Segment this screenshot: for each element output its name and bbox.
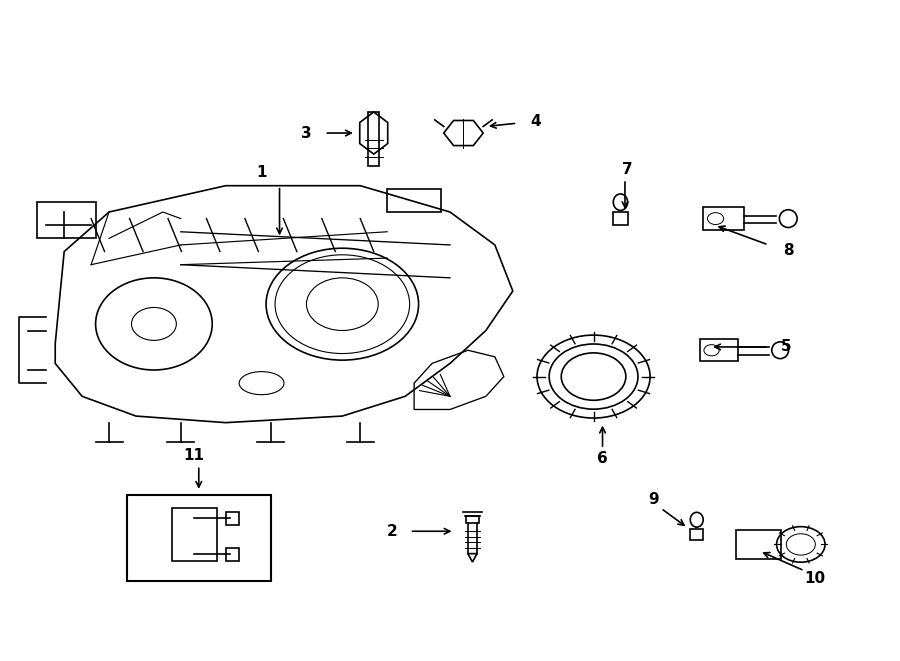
Text: 6: 6: [598, 451, 608, 467]
Bar: [466, 516, 479, 524]
Bar: [37, 202, 95, 239]
Text: 4: 4: [530, 114, 541, 129]
Text: 9: 9: [648, 492, 659, 507]
Text: 5: 5: [781, 340, 792, 354]
Text: 2: 2: [386, 524, 397, 539]
Text: 1: 1: [256, 165, 266, 180]
Bar: [700, 339, 738, 362]
Bar: [172, 508, 217, 561]
Bar: [226, 548, 239, 561]
Bar: [613, 212, 627, 225]
Text: 7: 7: [622, 162, 633, 176]
Text: 3: 3: [302, 126, 311, 141]
Text: 11: 11: [184, 448, 205, 463]
Bar: [226, 512, 239, 525]
Bar: [704, 207, 743, 231]
Text: 10: 10: [805, 571, 825, 586]
Bar: [127, 495, 271, 580]
Bar: [690, 529, 703, 541]
Text: 8: 8: [783, 243, 794, 258]
Bar: [387, 189, 441, 212]
Bar: [736, 529, 780, 559]
